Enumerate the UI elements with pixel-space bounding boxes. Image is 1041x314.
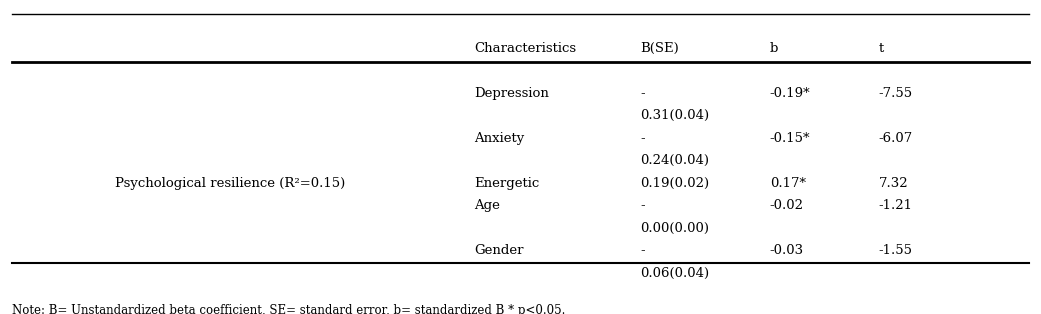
Text: Psychological resilience (R²=0.15): Psychological resilience (R²=0.15) [115,177,345,190]
Text: 7.32: 7.32 [879,177,909,190]
Text: 0.17*: 0.17* [769,177,806,190]
Text: 0.24(0.04): 0.24(0.04) [640,154,709,167]
Text: b: b [769,41,778,55]
Text: 0.06(0.04): 0.06(0.04) [640,267,709,280]
Text: -0.19*: -0.19* [769,87,810,100]
Text: Anxiety: Anxiety [474,132,524,145]
Text: -: - [640,132,644,145]
Text: -1.21: -1.21 [879,199,913,212]
Text: Characteristics: Characteristics [474,41,576,55]
Text: -: - [640,87,644,100]
Text: -: - [640,244,644,257]
Text: -0.15*: -0.15* [769,132,810,145]
Text: 0.00(0.00): 0.00(0.00) [640,222,709,235]
Text: 0.19(0.02): 0.19(0.02) [640,177,709,190]
Text: -7.55: -7.55 [879,87,913,100]
Text: Age: Age [474,199,500,212]
Text: Energetic: Energetic [474,177,539,190]
Text: -1.55: -1.55 [879,244,913,257]
Text: -6.07: -6.07 [879,132,913,145]
Text: Note: B= Unstandardized beta coefficient, SE= standard error, b= standardized B : Note: B= Unstandardized beta coefficient… [11,304,565,314]
Text: -0.02: -0.02 [769,199,804,212]
Text: -: - [640,199,644,212]
Text: Gender: Gender [474,244,524,257]
Text: B(SE): B(SE) [640,41,679,55]
Text: t: t [879,41,884,55]
Text: -0.03: -0.03 [769,244,804,257]
Text: 0.31(0.04): 0.31(0.04) [640,109,709,122]
Text: Depression: Depression [474,87,549,100]
